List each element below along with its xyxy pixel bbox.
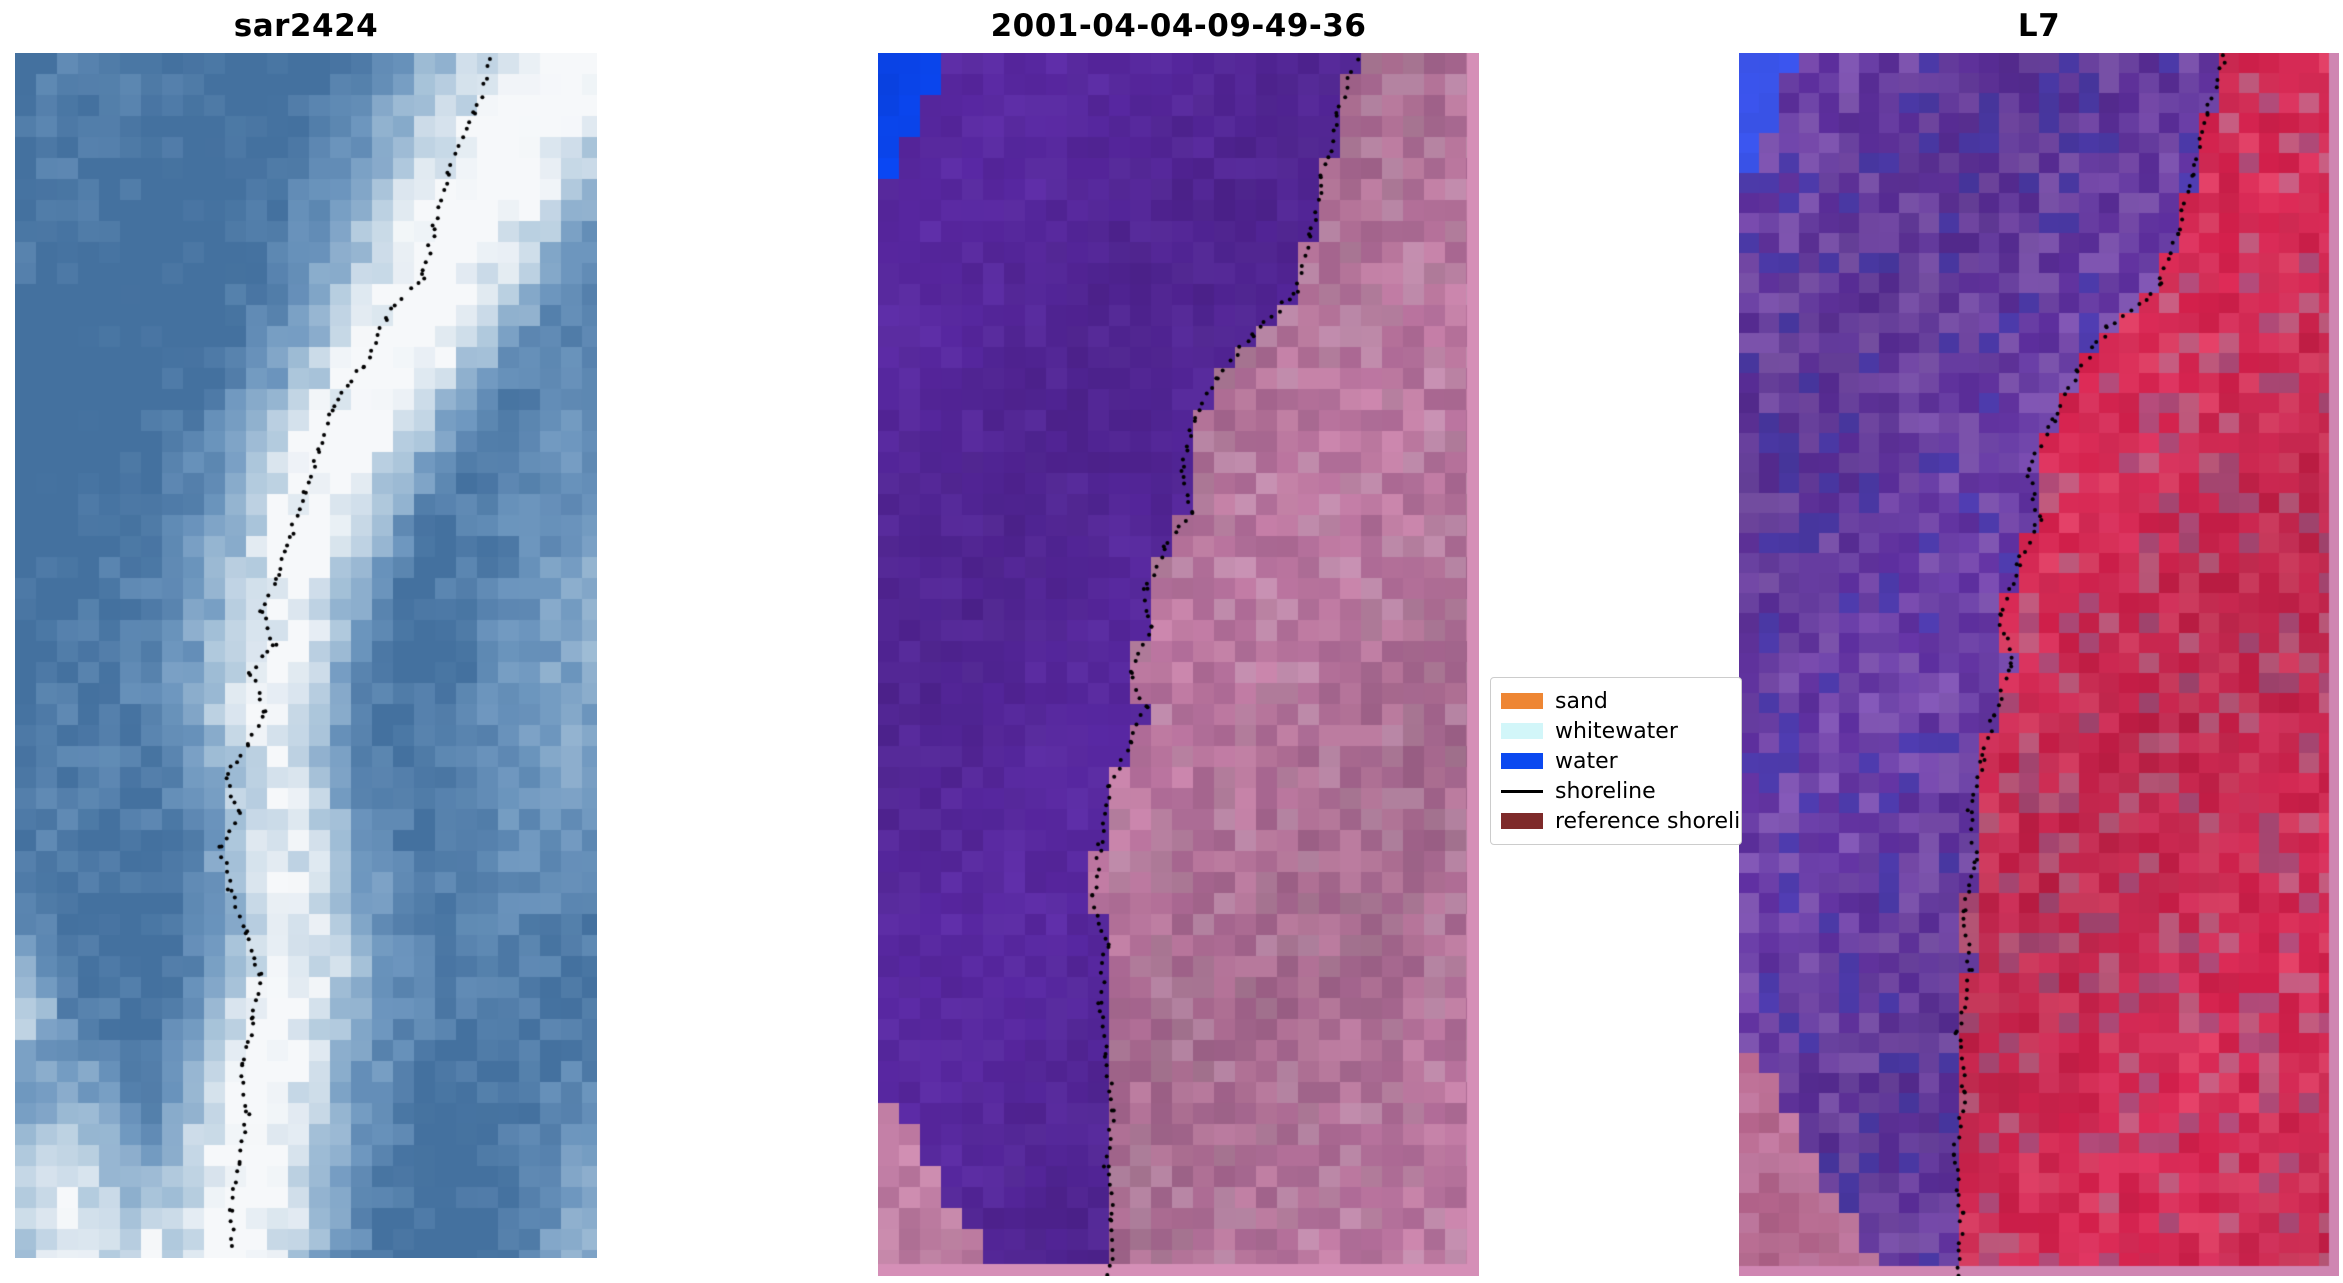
legend-item-sand: sand [1501, 686, 1741, 716]
panel-title-sar2424: sar2424 [233, 8, 379, 44]
legend-label-water: water [1555, 748, 1618, 774]
panel-title-date: 2001-04-04-09-49-36 [990, 8, 1367, 44]
sand-color-swatch [1501, 693, 1543, 709]
legend-item-reference-shoreline: reference shoreline [1501, 806, 1741, 836]
legend-label-shoreline: shoreline [1555, 778, 1656, 804]
legend-label-reference-shoreline: reference shoreline [1555, 808, 1741, 834]
legend-label-sand: sand [1555, 688, 1608, 714]
landsat7-image-panel [1739, 53, 2339, 1276]
legend-label-whitewater: whitewater [1555, 718, 1678, 744]
classified-image-panel [878, 53, 1479, 1276]
water-color-swatch [1501, 753, 1543, 769]
legend-item-whitewater: whitewater [1501, 716, 1741, 746]
reference-shoreline-color-swatch [1501, 813, 1543, 829]
sar-image-panel [15, 53, 597, 1258]
shoreline-line-swatch [1501, 789, 1543, 793]
legend-item-water: water [1501, 746, 1741, 776]
legend-item-shoreline: shoreline [1501, 776, 1741, 806]
panel-title-l7: L7 [2017, 8, 2061, 44]
legend: sand whitewater water shoreline referenc… [1490, 677, 1742, 845]
whitewater-color-swatch [1501, 723, 1543, 739]
